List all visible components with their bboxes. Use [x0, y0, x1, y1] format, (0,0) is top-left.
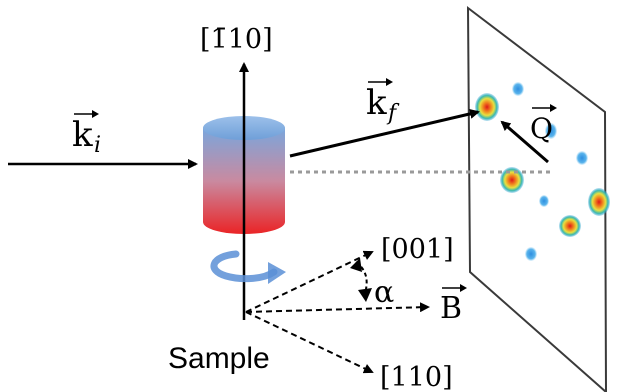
svg-text:α: α — [374, 275, 394, 310]
svg-text:i: i — [94, 133, 101, 158]
crystal-axes — [245, 250, 430, 374]
detector-plane — [466, 5, 610, 392]
label-field-b: B — [440, 284, 467, 326]
svg-text:[1̄10]: [1̄10] — [200, 24, 273, 55]
axis-110-arrow — [245, 311, 374, 374]
label-axis-top: [1̄10] — [200, 24, 273, 55]
label-k-final: k f — [366, 78, 400, 126]
svg-text:f: f — [386, 101, 400, 126]
svg-text:[001]: [001] — [381, 234, 454, 265]
axis-001-arrow — [245, 250, 374, 313]
label-sample: Sample — [168, 342, 270, 375]
svg-text:Sample: Sample — [168, 342, 270, 375]
label-axis-001: [001] — [381, 234, 454, 265]
svg-text:B: B — [440, 291, 462, 326]
sample-cylinder — [203, 116, 285, 234]
curved-rotation-arrow-icon — [210, 250, 286, 284]
svg-text:k: k — [366, 83, 387, 123]
svg-text:k: k — [72, 115, 93, 155]
scattered-beam-arrow — [289, 108, 480, 158]
svg-text:[110]: [110] — [380, 362, 453, 392]
label-k-incident: k i — [72, 110, 101, 158]
label-axis-110: [110] — [380, 362, 453, 392]
svg-text:Q: Q — [530, 112, 553, 145]
label-q-vector: Q — [530, 104, 557, 145]
q-vector-arrow — [500, 120, 549, 164]
field-b-arrow — [245, 302, 430, 313]
label-angle-alpha: α — [374, 275, 394, 310]
